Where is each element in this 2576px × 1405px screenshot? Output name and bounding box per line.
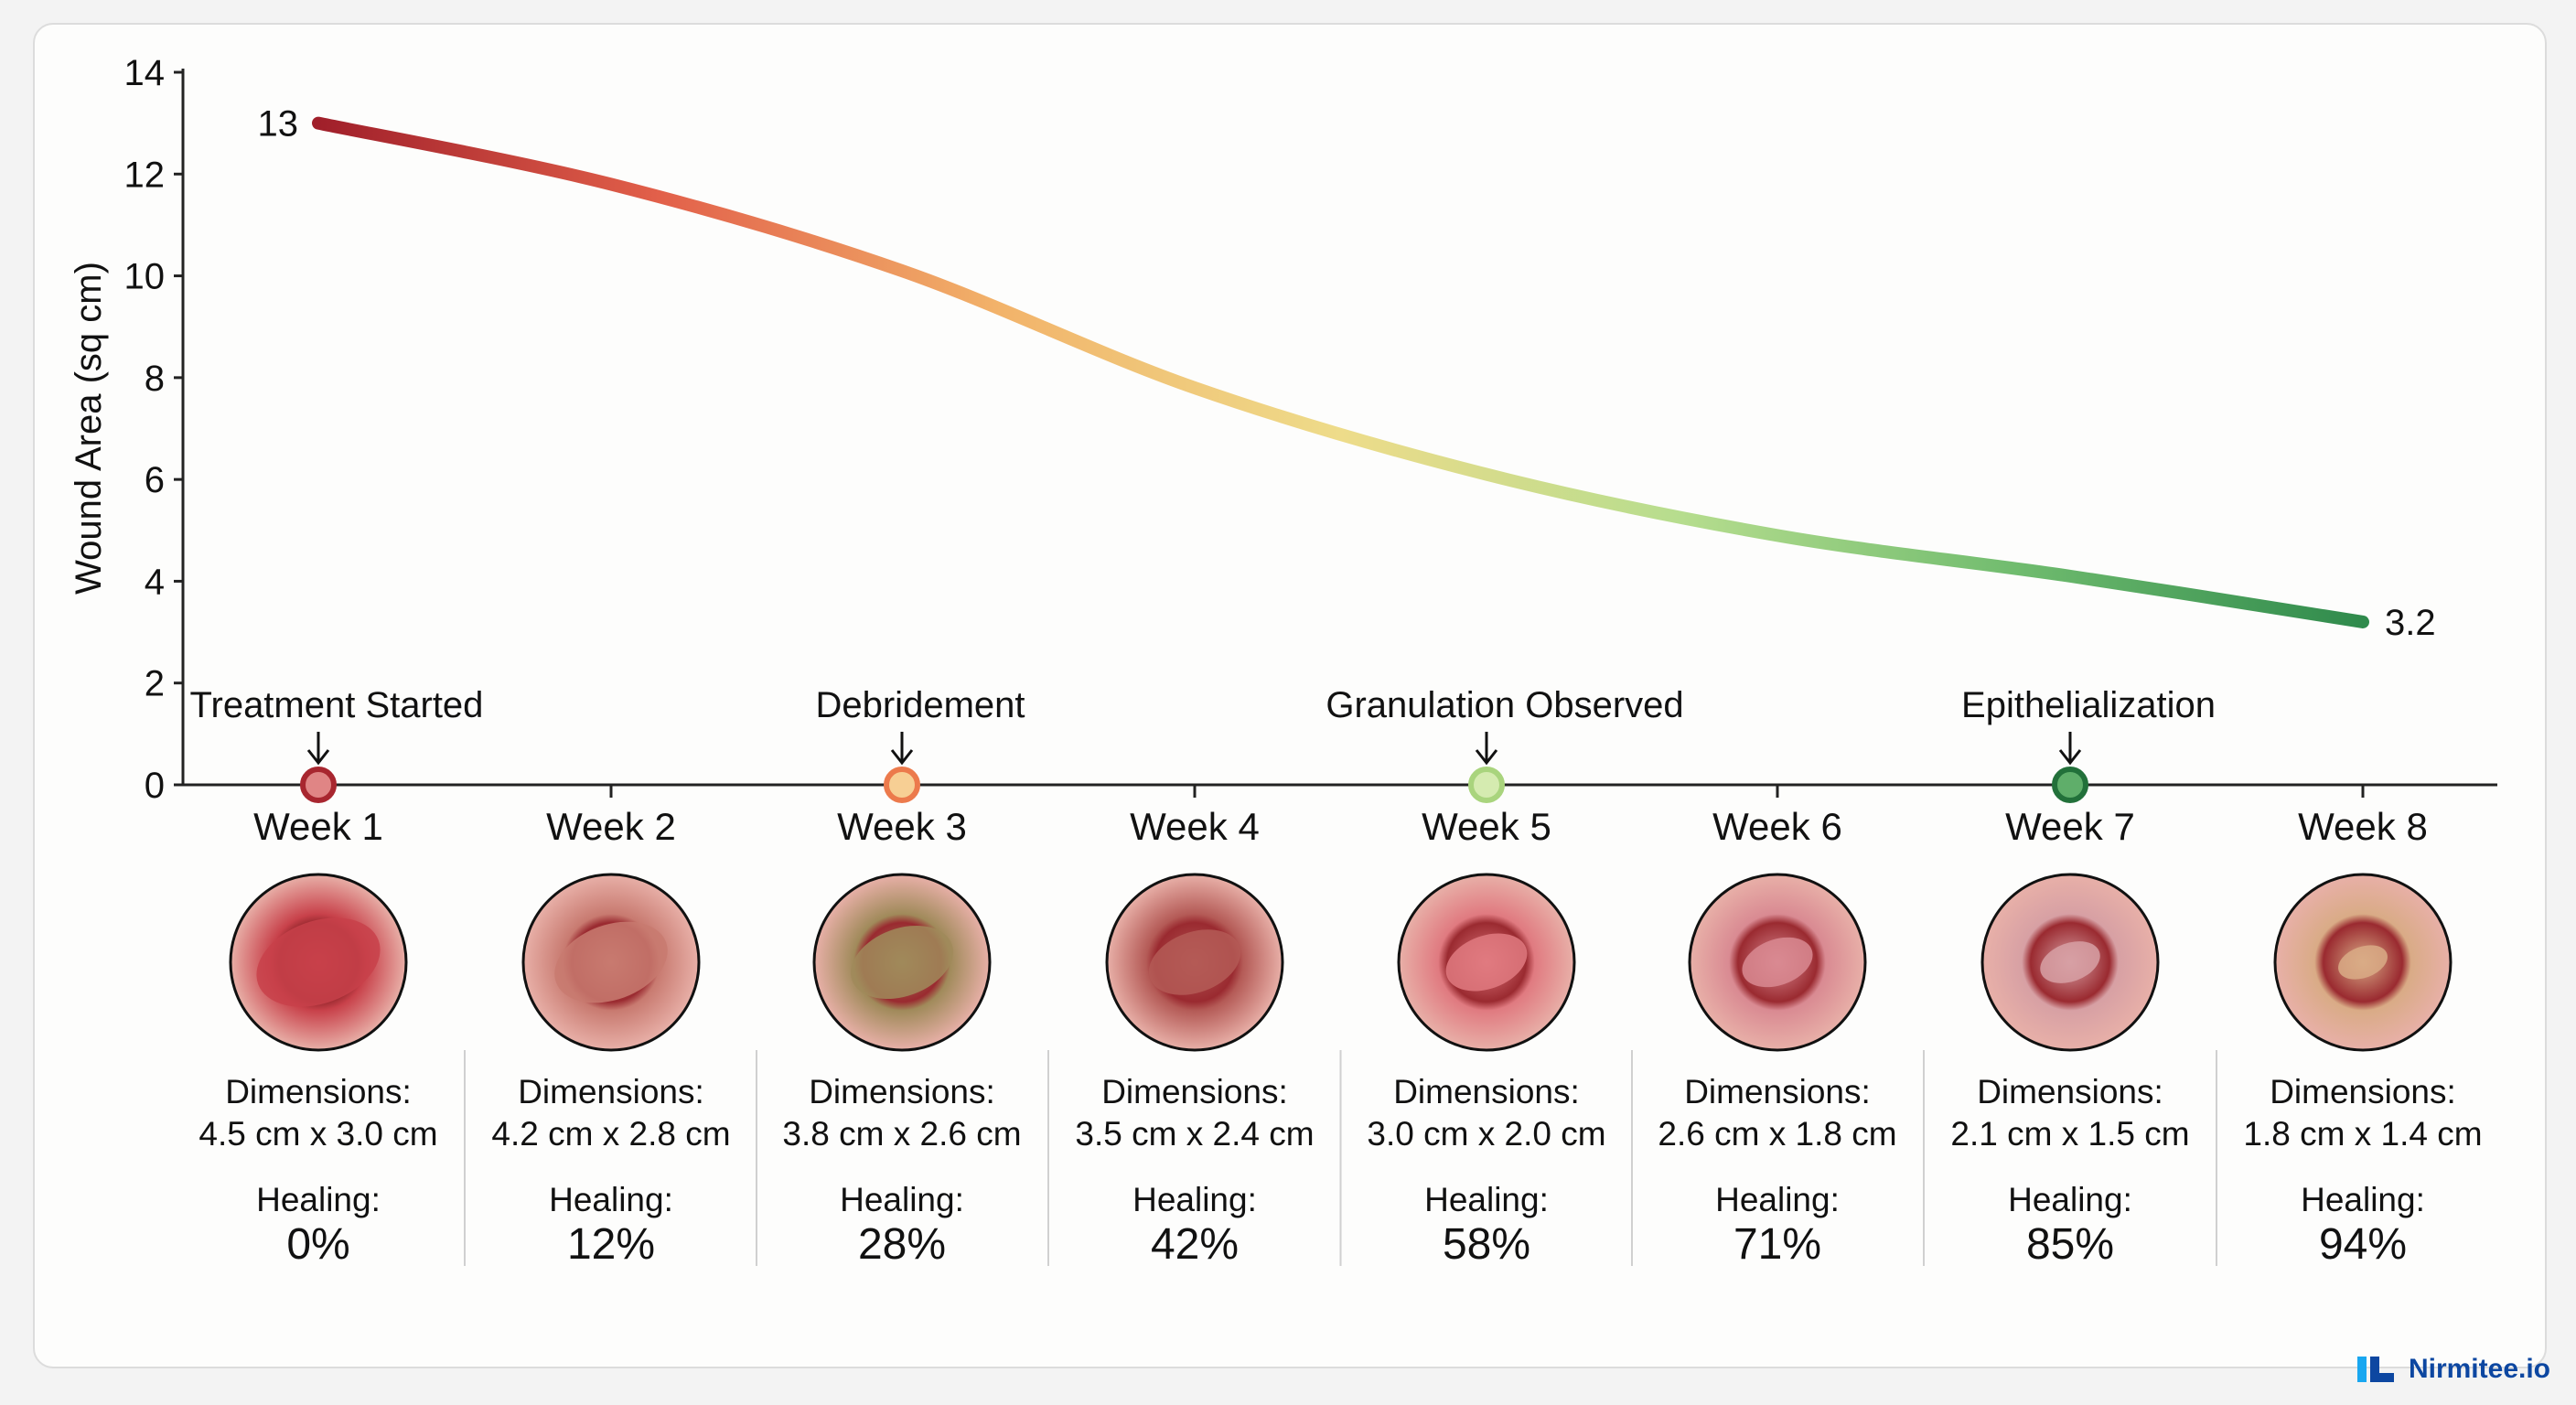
dimensions-value: 2.6 cm x 1.8 cm xyxy=(1658,1115,1896,1153)
x-tick-label-week-1: Week 1 xyxy=(253,805,383,848)
y-tick-label: 12 xyxy=(124,155,166,195)
data-label: 13 xyxy=(258,104,299,145)
healing-label: Healing: xyxy=(1132,1181,1257,1218)
annotation-label: Treatment Started xyxy=(190,685,484,725)
dimensions-value: 4.5 cm x 3.0 cm xyxy=(199,1115,437,1153)
y-tick-label: 6 xyxy=(145,460,165,500)
wound-area-line xyxy=(312,116,2369,628)
dimensions-label: Dimensions: xyxy=(1977,1073,2163,1110)
y-tick-label: 14 xyxy=(124,53,166,93)
milestone-marker xyxy=(884,767,920,803)
y-tick-label: 4 xyxy=(145,562,165,602)
healing-label: Healing: xyxy=(1715,1181,1840,1218)
wound-bed xyxy=(1742,937,1813,988)
y-axis-label: Wound Area (sq cm) xyxy=(69,262,109,595)
wound-bed xyxy=(554,921,668,1003)
x-tick-label-week-8: Week 8 xyxy=(2298,805,2428,848)
dimensions-value: 3.8 cm x 2.6 cm xyxy=(782,1115,1021,1153)
x-tick-label-week-5: Week 5 xyxy=(1422,805,1551,848)
dimensions-label: Dimensions: xyxy=(1101,1073,1288,1110)
dimensions-value: 3.5 cm x 2.4 cm xyxy=(1075,1115,1314,1153)
milestone-marker xyxy=(300,767,337,803)
nirmitee-logo-icon xyxy=(2356,1357,2394,1382)
wound-bed xyxy=(256,917,381,1007)
dimensions-label: Dimensions: xyxy=(1393,1073,1580,1110)
healing-percent: 58% xyxy=(1443,1220,1530,1269)
dimensions-value: 4.2 cm x 2.8 cm xyxy=(491,1115,730,1153)
brand-logo: Nirmitee.io xyxy=(2356,1354,2550,1385)
x-tick-label-week-6: Week 6 xyxy=(1712,805,1842,848)
milestone-marker xyxy=(1468,767,1505,803)
wound-bed xyxy=(2338,945,2388,980)
healing-percent: 12% xyxy=(567,1220,655,1269)
healing-percent: 0% xyxy=(286,1220,349,1269)
healing-percent: 85% xyxy=(2026,1220,2114,1269)
healing-percent: 71% xyxy=(1733,1220,1821,1269)
y-tick-label: 8 xyxy=(145,359,165,399)
dimensions-label: Dimensions: xyxy=(809,1073,995,1110)
dimensions-value: 1.8 cm x 1.4 cm xyxy=(2243,1115,2482,1153)
dimensions-value: 2.1 cm x 1.5 cm xyxy=(1950,1115,2189,1153)
healing-percent: 28% xyxy=(858,1220,946,1269)
down-arrow-icon xyxy=(2058,732,2082,766)
milestone-marker xyxy=(2052,767,2088,803)
healing-percent: 42% xyxy=(1151,1220,1239,1269)
wound-bed xyxy=(1148,929,1241,995)
wound-bed xyxy=(851,925,953,1000)
y-tick-label: 2 xyxy=(145,664,165,704)
x-tick-label-week-4: Week 4 xyxy=(1130,805,1260,848)
x-tick-label-week-3: Week 3 xyxy=(837,805,967,848)
dimensions-value: 3.0 cm x 2.0 cm xyxy=(1367,1115,1605,1153)
y-tick-label: 0 xyxy=(145,766,165,806)
data-label: 3.2 xyxy=(2385,603,2436,643)
y-tick-label: 10 xyxy=(124,257,166,297)
down-arrow-icon xyxy=(1475,732,1498,766)
down-arrow-icon xyxy=(890,732,914,766)
annotation-label: Debridement xyxy=(815,685,1025,725)
healing-label: Healing: xyxy=(1424,1181,1549,1218)
healing-label: Healing: xyxy=(549,1181,673,1218)
annotation-label: Epithelialization xyxy=(1961,685,2216,725)
wound-bed xyxy=(1445,933,1528,992)
dimensions-label: Dimensions: xyxy=(225,1073,412,1110)
healing-label: Healing: xyxy=(2301,1181,2425,1218)
annotation-label: Granulation Observed xyxy=(1326,685,1683,725)
down-arrow-icon xyxy=(306,732,330,766)
healing-label: Healing: xyxy=(840,1181,964,1218)
dimensions-label: Dimensions: xyxy=(518,1073,704,1110)
x-tick-label-week-7: Week 7 xyxy=(2005,805,2135,848)
x-tick-label-week-2: Week 2 xyxy=(546,805,676,848)
chart-card xyxy=(33,23,2547,1368)
healing-label: Healing: xyxy=(256,1181,381,1218)
brand-name: Nirmitee.io xyxy=(2408,1354,2550,1384)
dimensions-label: Dimensions: xyxy=(1684,1073,1871,1110)
dimensions-label: Dimensions: xyxy=(2270,1073,2456,1110)
wound-bed xyxy=(2040,941,2100,983)
healing-percent: 94% xyxy=(2319,1220,2407,1269)
healing-label: Healing: xyxy=(2008,1181,2132,1218)
